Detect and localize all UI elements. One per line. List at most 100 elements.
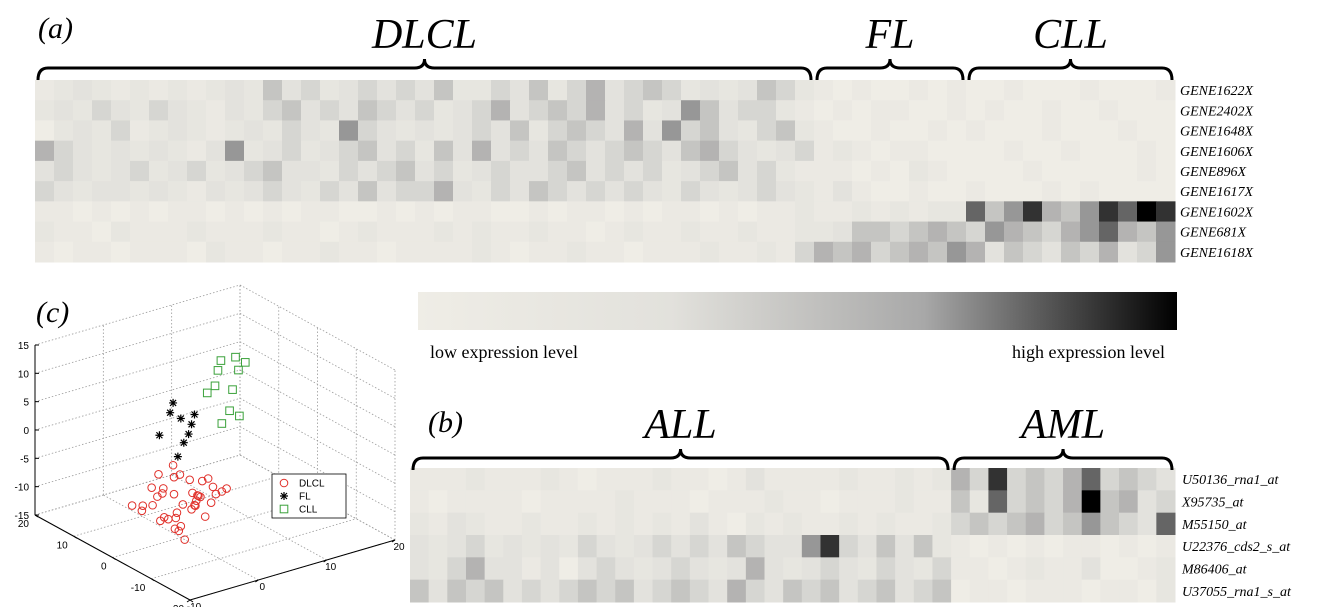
heatmap-cell	[548, 100, 568, 121]
heatmap-cell	[1137, 241, 1157, 263]
heatmap-cell	[1119, 557, 1139, 581]
heatmap-cell	[225, 80, 245, 101]
heatmap-cell	[548, 80, 568, 101]
heatmap-cell	[434, 181, 454, 202]
heatmap-cell	[662, 241, 682, 263]
heatmap-cell	[577, 557, 598, 581]
z-tick-label: -15	[15, 511, 30, 522]
heatmap-cell	[415, 80, 435, 101]
heatmap-cell	[988, 490, 1008, 514]
heatmap-cell	[708, 579, 728, 603]
point	[234, 365, 243, 375]
heatmap-cell	[1156, 221, 1176, 243]
heatmap-cell	[745, 557, 766, 581]
heatmap-cell	[776, 140, 796, 162]
heatmap-cell	[130, 100, 150, 121]
heatmap-cell	[662, 80, 682, 101]
heatmap-cell	[225, 160, 245, 182]
heatmap-cell	[35, 100, 55, 121]
heatmap-cell	[282, 100, 302, 121]
heatmap-cell	[951, 468, 971, 491]
heatmap-cell	[1137, 512, 1157, 536]
heatmap-cell	[282, 80, 302, 101]
heatmap-cell	[510, 80, 530, 101]
heatmap-cell	[852, 80, 872, 101]
heatmap-cell	[428, 535, 448, 558]
heatmap-cell	[130, 120, 150, 142]
heatmap-cell	[453, 100, 473, 121]
heatmap-cell	[871, 100, 891, 121]
heatmap-cell	[415, 160, 435, 182]
tick-mark	[255, 579, 259, 583]
heatmap-cell	[852, 160, 872, 182]
heatmap-cell	[1080, 181, 1100, 202]
heatmap-cell	[1099, 80, 1119, 101]
heatmap-cell	[187, 100, 207, 121]
heatmap-cell	[586, 100, 606, 121]
heatmap-cell	[928, 80, 948, 101]
heatmap-cell	[529, 160, 549, 182]
heatmap-cell	[434, 160, 454, 182]
heatmap-cell	[909, 80, 929, 101]
heatmap-cell	[225, 181, 245, 202]
heatmap-cell	[757, 160, 777, 182]
heatmap-cell	[187, 80, 207, 101]
heatmap-cell	[652, 579, 672, 603]
heatmap-cell	[149, 201, 169, 223]
heatmap-cell	[1099, 100, 1119, 121]
heatmap-cell	[1004, 241, 1024, 263]
heatmap-cell	[491, 160, 511, 182]
heatmap-cell	[491, 181, 511, 202]
heatmap-cell	[263, 160, 283, 182]
point	[171, 513, 181, 523]
heatmap-cell	[491, 120, 511, 142]
heatmap-cell	[1007, 512, 1027, 536]
heatmap-cell	[1156, 140, 1176, 162]
heatmap-cell	[1156, 579, 1176, 603]
heatmap-cell	[909, 201, 929, 223]
heatmap-cell	[484, 468, 504, 491]
heatmap-cell	[168, 181, 188, 202]
heatmap-cell	[410, 579, 430, 603]
heatmap-cell	[1137, 80, 1157, 101]
heatmap-cell	[491, 80, 511, 101]
heatmap-cell	[727, 490, 747, 514]
heatmap-cell	[1137, 201, 1157, 223]
heatmap-cell	[206, 100, 226, 121]
point	[188, 488, 197, 498]
heatmap-cell	[681, 201, 701, 223]
heatmap-cell	[510, 120, 530, 142]
point	[222, 484, 231, 493]
heatmap-cell	[130, 181, 150, 202]
heatmap-cell	[719, 160, 739, 182]
heatmap-cell	[764, 490, 784, 514]
heatmap-cell	[689, 557, 710, 581]
heatmap-cell	[1080, 140, 1100, 162]
heatmap-cell	[149, 160, 169, 182]
heatmap-cell	[969, 512, 989, 536]
heatmap-cell	[1080, 201, 1100, 223]
heatmap-cell	[377, 120, 397, 142]
heatmap-cell	[605, 221, 625, 243]
heatmap-cell	[1156, 468, 1176, 491]
heatmap-cell	[586, 80, 606, 101]
heatmap-cell	[833, 201, 853, 223]
heatmap-cell	[1023, 160, 1043, 182]
heatmap-cell	[776, 160, 796, 182]
heatmap-cell	[719, 241, 739, 263]
heatmap-cell	[738, 80, 758, 101]
heatmap-cell	[795, 120, 815, 142]
heatmap-cell	[263, 80, 283, 101]
point	[175, 470, 185, 479]
heatmap-cell	[73, 100, 93, 121]
heatmap-cell	[35, 201, 55, 223]
heatmap-cell	[624, 201, 644, 223]
heatmap-cell	[1004, 80, 1024, 101]
heatmap-cell	[700, 201, 720, 223]
heatmap-cell	[559, 468, 579, 491]
heatmap-cell	[92, 140, 112, 162]
x-tick-label: 0	[260, 582, 266, 593]
heatmap-cell	[548, 221, 568, 243]
heatmap-cell	[876, 490, 896, 514]
grid-line	[34, 397, 241, 459]
